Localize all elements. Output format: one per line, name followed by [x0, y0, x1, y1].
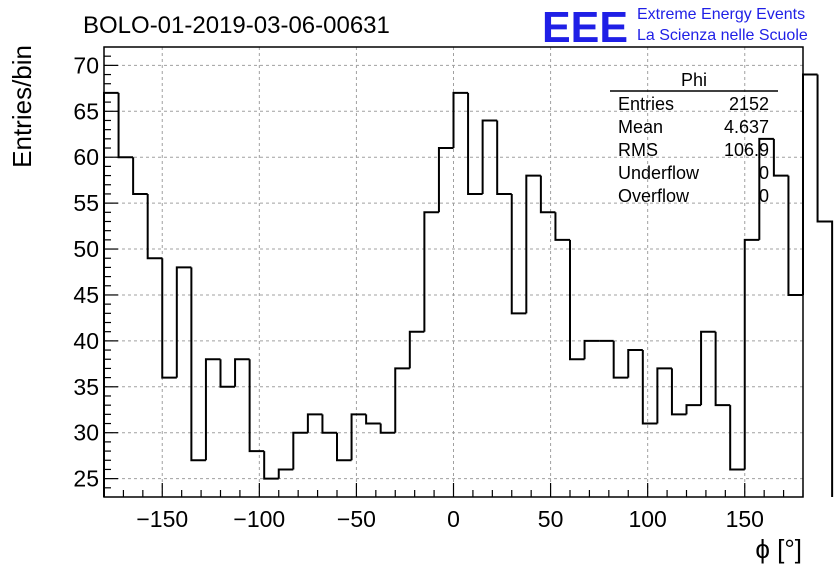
- y-tick-label: 30: [73, 420, 99, 446]
- x-tick-label: 50: [538, 506, 564, 532]
- histogram-bin: [234, 358, 250, 387]
- histogram-bin: [772, 138, 789, 177]
- histogram-bins: [103, 73, 834, 497]
- histogram-bin: [627, 349, 643, 378]
- histogram-bin: [146, 193, 163, 260]
- x-tick-label: 150: [726, 506, 764, 532]
- chart-title: BOLO-01-2019-03-06-00631: [83, 12, 390, 39]
- histogram-bin: [743, 238, 760, 470]
- histogram-bin: [408, 330, 425, 369]
- histogram-bin: [496, 120, 512, 195]
- histogram-bin: [641, 350, 658, 425]
- stats-row-value: 0: [759, 163, 769, 183]
- histogram-bin: [292, 431, 308, 470]
- histogram-bin: [190, 267, 206, 462]
- eee-logo-mark: EEE: [542, 3, 628, 52]
- y-tick-label: 70: [73, 52, 99, 78]
- histogram-bin: [510, 193, 527, 315]
- histogram-bin: [787, 175, 803, 296]
- stats-row-label: Mean: [618, 117, 663, 137]
- histogram-bin: [277, 468, 294, 479]
- stats-box-name: Phi: [681, 70, 707, 90]
- histogram-bin: [132, 157, 148, 195]
- y-tick-label: 55: [73, 190, 99, 216]
- x-tick-label: 0: [447, 506, 460, 532]
- histogram-bin: [714, 331, 731, 407]
- stats-row-label: Underflow: [618, 163, 700, 183]
- y-tick-label: 65: [73, 98, 99, 124]
- histogram-bin: [175, 266, 192, 378]
- histogram-bin: [816, 74, 834, 497]
- histogram-bin: [670, 368, 687, 416]
- stats-row-label: Entries: [618, 94, 674, 114]
- histogram-bin: [612, 340, 629, 379]
- y-tick-label: 35: [73, 374, 99, 400]
- histogram-bin: [117, 92, 134, 159]
- eee-logo: EEE Extreme Energy Events La Scienza nel…: [542, 3, 808, 52]
- x-tick-label: −150: [136, 506, 188, 532]
- histogram-bin: [467, 92, 483, 195]
- eee-logo-line1: Extreme Energy Events: [637, 6, 805, 23]
- histogram-bin: [219, 359, 236, 388]
- histogram-bin: [161, 258, 177, 379]
- y-tick-label: 50: [73, 236, 99, 262]
- y-tick-label: 60: [73, 144, 99, 170]
- x-tick-label: −50: [337, 506, 376, 532]
- stats-row-value: 2152: [729, 94, 769, 114]
- stats-rows: Entries 2152 Mean 4.637 RMS 106.9 Underflow 0 Ov…: [618, 94, 769, 206]
- y-tick-label: 40: [73, 328, 99, 354]
- y-tick-label: 45: [73, 282, 99, 308]
- x-axis-title: ϕ [°]: [755, 534, 802, 564]
- histogram-bin: [452, 91, 469, 149]
- grid-lines: [104, 47, 803, 497]
- histogram-bin: [248, 359, 265, 453]
- histogram-bin: [336, 432, 352, 462]
- histogram-bin: [394, 367, 410, 433]
- stats-row-value: 4.637: [724, 117, 769, 137]
- x-tick-label: 100: [628, 506, 666, 532]
- histogram-bin: [481, 119, 498, 194]
- histogram-bin: [379, 423, 396, 434]
- y-tick-label: 25: [73, 466, 99, 492]
- stats-row-label: Overflow: [618, 186, 690, 206]
- histogram-bin: [802, 73, 818, 295]
- histogram-bin: [685, 404, 702, 415]
- histogram-bin: [700, 330, 716, 406]
- histogram-bin: [729, 405, 745, 471]
- histogram-bin: [321, 414, 337, 434]
- y-axis-title: Entries/bin: [7, 45, 37, 168]
- histogram-bin: [365, 414, 381, 425]
- eee-logo-line2: La Scienza nelle Scuole: [637, 27, 808, 44]
- histogram-bin: [263, 451, 279, 480]
- tick-labels: −150 −100 −50 0 50 100 150 25 30 35 40 45 50 55 60 65 70: [73, 52, 764, 532]
- histogram-bin: [583, 339, 600, 360]
- histogram-bin: [525, 174, 541, 314]
- histogram-bin: [758, 137, 774, 240]
- histogram-bin: [350, 413, 367, 461]
- stats-row-value: 106.9: [724, 140, 769, 160]
- stats-box: Phi Entries 2152 Mean 4.637 RMS 106.9 Underflo…: [610, 70, 778, 206]
- histogram-bin: [204, 358, 221, 461]
- axis-ticks: [103, 55, 804, 497]
- histogram-bin: [306, 413, 323, 433]
- stats-row-value: 0: [759, 186, 769, 206]
- histogram-bin: [656, 367, 672, 424]
- histogram-bin: [539, 175, 556, 214]
- x-tick-label: −100: [233, 506, 285, 532]
- histogram-bin: [423, 211, 439, 332]
- histogram-bin: [554, 212, 570, 241]
- histogram-bin: [569, 239, 585, 361]
- stats-row-label: RMS: [618, 140, 658, 160]
- histogram-bin: [437, 147, 454, 213]
